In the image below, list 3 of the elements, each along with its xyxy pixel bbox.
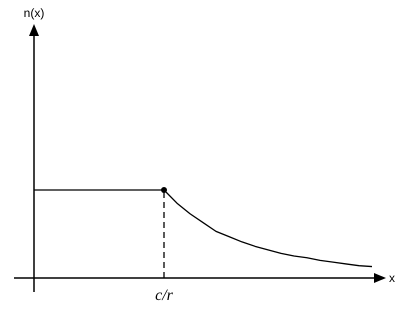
- text: n(x): [24, 6, 44, 20]
- text: c/r: [155, 287, 174, 304]
- x-axis-title: x: [389, 271, 395, 285]
